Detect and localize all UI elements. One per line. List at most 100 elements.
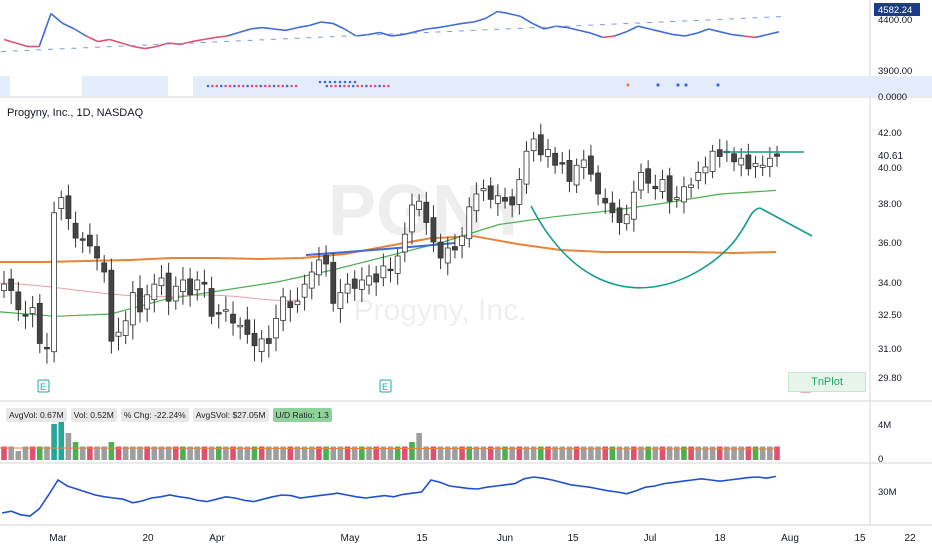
ud-ratio-chip: U/D Ratio: 1.3 [272, 408, 332, 422]
candle-body [416, 200, 423, 210]
top-line-segment [62, 22, 75, 30]
top-line-segment [684, 32, 697, 37]
volume-bar [437, 446, 444, 460]
candle-body [709, 150, 716, 172]
candle-body [22, 314, 29, 317]
candle-body [29, 307, 36, 314]
candle-body [15, 291, 22, 311]
top-line-segment [461, 21, 474, 25]
volume-bar [631, 446, 637, 460]
candle-body [530, 138, 537, 152]
volume-bar [165, 446, 172, 460]
volume-bar [258, 446, 265, 460]
volume-bar [230, 446, 236, 460]
candle-body [366, 275, 372, 286]
top-highlight [0, 76, 10, 96]
top-line-segment [85, 35, 99, 43]
volume-bar [487, 446, 494, 460]
volume-bar [752, 446, 759, 460]
candle-body [573, 164, 580, 186]
candle-body [373, 273, 380, 283]
candle-body [523, 150, 530, 185]
candle-body [194, 279, 201, 291]
volume-bar [659, 446, 666, 460]
top-marker-dot [255, 84, 258, 88]
price-axis-tick: 32.50 [878, 310, 902, 321]
volume-bar [65, 433, 72, 460]
top-line-segment [391, 33, 404, 37]
top-line-segment [626, 25, 639, 33]
top-line-segment [767, 31, 780, 36]
top-line-segment [403, 31, 416, 36]
top-marker-dot [338, 84, 342, 88]
volume-bar [731, 446, 737, 460]
top-line-segment [144, 45, 157, 50]
price-axis-tick: 29.80 [878, 373, 902, 384]
top-line-segment [473, 17, 486, 23]
candle-body [108, 269, 115, 342]
volume-bar [373, 446, 379, 460]
volume-bar [280, 446, 286, 460]
candle-body [516, 179, 523, 205]
volume-bar [602, 446, 609, 460]
candle-body [165, 272, 172, 302]
top-line-segment [226, 31, 240, 37]
top-marker-dot [237, 84, 241, 88]
volume-bar [44, 446, 50, 460]
top-line-segment [579, 29, 592, 34]
candle-body [129, 292, 136, 326]
candle-body [172, 285, 179, 302]
volume-bar [301, 446, 308, 460]
candle-body [79, 238, 86, 241]
volume-bar [172, 446, 179, 460]
candle-body [480, 188, 487, 192]
candle-body [316, 259, 322, 276]
candle-body [745, 154, 752, 170]
volume-bar [137, 446, 143, 460]
top-marker-dot [626, 83, 630, 87]
volume-bar [251, 446, 258, 460]
x-axis-tick: Mar [49, 533, 67, 544]
x-axis-tick: 15 [567, 533, 579, 544]
volume-bar [394, 446, 401, 460]
candle-body [588, 155, 594, 175]
top-marker-dot [219, 84, 223, 88]
volume-bar [416, 433, 422, 460]
volume-bar [402, 446, 408, 460]
candle-body [258, 338, 265, 353]
candle-body [580, 159, 587, 168]
top-line-segment [708, 28, 721, 33]
top-line-segment [567, 26, 580, 32]
top-line-segment [414, 28, 427, 33]
candle-body [251, 332, 258, 347]
chart-title: Progyny, Inc., 1D, NASDAQ [7, 107, 144, 119]
top-marker-dot [215, 84, 219, 88]
candle-body [673, 197, 680, 200]
candle-body [716, 149, 723, 157]
volume-bar [151, 446, 158, 460]
volume-bar [144, 446, 150, 460]
top-line-segment [379, 31, 392, 37]
volume-bar [509, 446, 515, 460]
candle-body [180, 279, 186, 292]
candle-body [537, 134, 544, 156]
candle-body [444, 247, 451, 264]
volume-bar [87, 446, 93, 460]
volume-bar [452, 446, 458, 460]
candle-body [358, 279, 365, 290]
candle-body [609, 202, 616, 214]
tplot-badge[interactable]: TnPlot [788, 372, 866, 392]
top-line-segment [508, 12, 521, 18]
top-line-segment [191, 38, 204, 43]
volume-bar [8, 446, 14, 460]
top-marker-dot [338, 80, 342, 84]
volume-bar [545, 446, 551, 460]
top-marker-dot [343, 84, 346, 88]
top-axis-tick: 3900.00 [878, 66, 912, 77]
top-marker-dot [333, 80, 337, 84]
candle-body [187, 278, 193, 296]
volume-bar [444, 446, 451, 460]
candle-body [695, 171, 702, 181]
